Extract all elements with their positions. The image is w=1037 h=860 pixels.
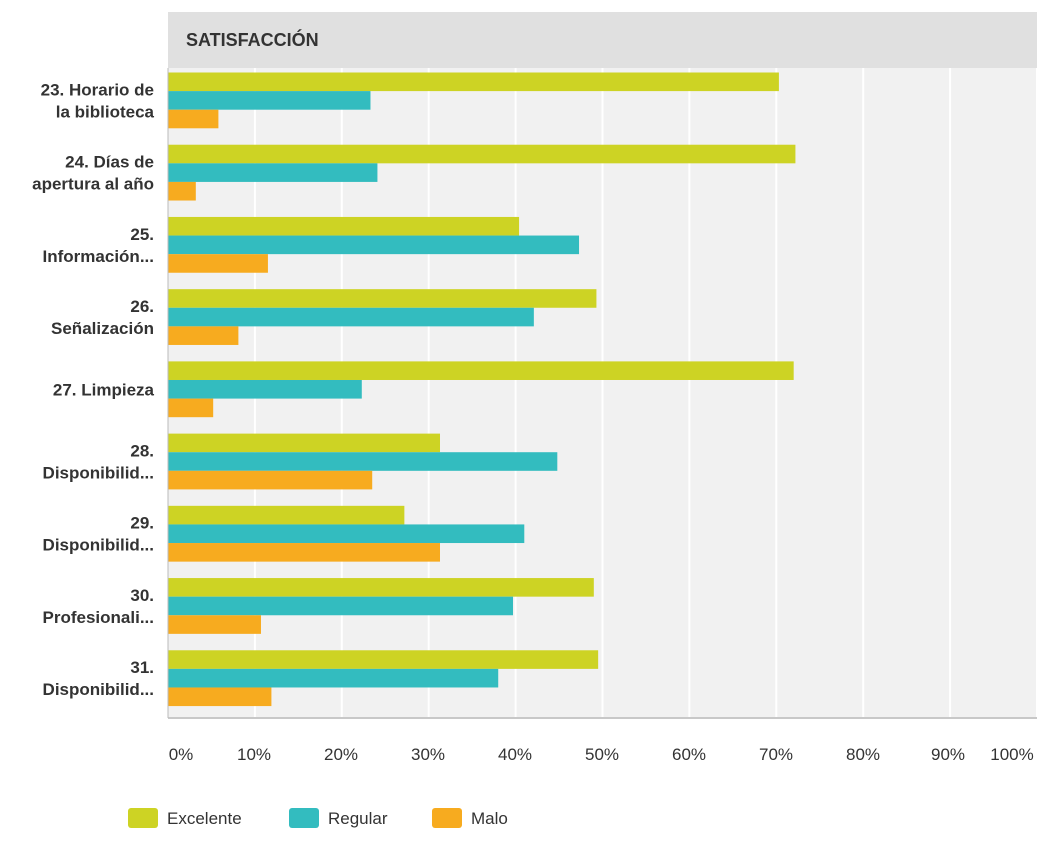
bar-regular xyxy=(168,235,580,255)
bar-excelente xyxy=(168,433,440,453)
x-tick-label: 20% xyxy=(324,745,358,764)
bar-regular xyxy=(168,668,499,688)
bar-regular xyxy=(168,163,378,182)
x-tick-label: 100% xyxy=(990,745,1033,764)
category-label: 27. Limpieza xyxy=(53,380,155,399)
bar-malo xyxy=(168,326,239,345)
chart-title: SATISFACCIÓN xyxy=(186,29,319,50)
category-label: Señalización xyxy=(51,319,154,338)
category-label: 25. xyxy=(130,225,154,244)
bar-malo xyxy=(168,181,196,201)
bar-excelente xyxy=(168,361,794,380)
x-tick-label: 60% xyxy=(672,745,706,764)
category-label: 26. xyxy=(130,297,154,316)
legend-label: Malo xyxy=(471,809,508,828)
bar-regular xyxy=(168,452,558,471)
x-tick-label: 0% xyxy=(169,745,194,764)
bar-excelente xyxy=(168,144,796,164)
bar-malo xyxy=(168,254,268,273)
bar-excelente xyxy=(168,72,779,92)
category-label: 23. Horario de xyxy=(41,80,154,99)
bar-regular xyxy=(168,596,513,616)
x-tick-label: 50% xyxy=(585,745,619,764)
category-label: 29. xyxy=(130,514,154,533)
bar-regular xyxy=(168,91,371,110)
bar-excelente xyxy=(168,650,599,669)
x-tick-label: 70% xyxy=(759,745,793,764)
bar-excelente xyxy=(168,578,594,597)
category-labels: 23. Horario de la biblioteca 24. Días de ap… xyxy=(32,80,154,699)
category-label: 24. Días de xyxy=(65,153,154,172)
legend-label: Excelente xyxy=(167,809,242,828)
category-label: Profesionali... xyxy=(43,608,154,627)
bar-malo xyxy=(168,687,272,707)
legend-label: Regular xyxy=(328,809,388,828)
x-tick-labels: 0% 10% 20% 30% 40% 50% 60% 70% 80% 90% 100% xyxy=(169,745,1034,764)
bar-malo xyxy=(168,470,373,490)
category-label: 30. xyxy=(130,586,154,605)
legend-swatch-malo xyxy=(432,808,462,828)
bars xyxy=(168,72,796,707)
category-label: Disponibilid... xyxy=(43,464,154,483)
x-tick-label: 30% xyxy=(411,745,445,764)
bar-regular xyxy=(168,307,534,327)
bar-malo xyxy=(168,543,440,562)
category-label: apertura al año xyxy=(32,175,154,194)
bar-excelente xyxy=(168,505,405,525)
x-tick-label: 40% xyxy=(498,745,532,764)
x-tick-label: 10% xyxy=(237,745,271,764)
legend: Excelente Regular Malo xyxy=(128,808,508,828)
grid-lines xyxy=(253,68,1037,718)
bar-excelente xyxy=(168,216,520,236)
bar-malo xyxy=(168,398,214,418)
bar-malo xyxy=(168,615,261,634)
legend-swatch-regular xyxy=(289,808,319,828)
bar-regular xyxy=(168,379,362,399)
category-label: Disponibilid... xyxy=(43,680,154,699)
bar-regular xyxy=(168,524,525,544)
category-label: Información... xyxy=(43,247,154,266)
category-label: la biblioteca xyxy=(56,102,155,121)
category-label: Disponibilid... xyxy=(43,536,154,555)
category-label: 31. xyxy=(130,658,154,677)
x-tick-label: 90% xyxy=(931,745,965,764)
title-bar xyxy=(168,12,1037,68)
bar-excelente xyxy=(168,289,597,308)
legend-swatch-excelente xyxy=(128,808,158,828)
bar-malo xyxy=(168,109,219,129)
category-label: 28. xyxy=(130,442,154,461)
x-tick-label: 80% xyxy=(846,745,880,764)
